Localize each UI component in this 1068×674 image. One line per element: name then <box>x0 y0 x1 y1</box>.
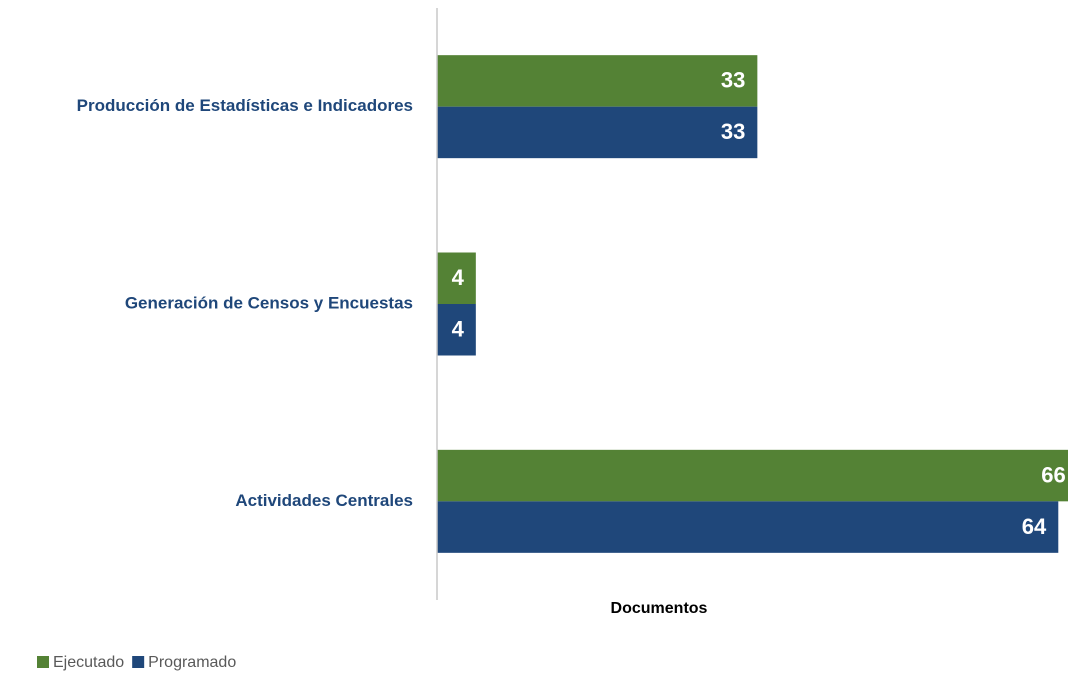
bar <box>437 449 1068 502</box>
bar <box>437 252 476 304</box>
data-label: 4 <box>452 317 465 342</box>
legend-swatch <box>37 656 49 668</box>
bar <box>437 55 758 107</box>
data-label: 4 <box>452 265 465 290</box>
bar <box>437 304 476 356</box>
category-label: Generación de Censos y Encuestas <box>125 293 413 312</box>
category-label: Actividades Centrales <box>235 491 413 510</box>
data-label: 66 <box>1041 462 1065 487</box>
data-label: 33 <box>721 119 745 144</box>
x-axis-label: Documentos <box>611 600 708 617</box>
bar <box>437 106 758 159</box>
category-label: Producción de Estadísticas e Indicadores <box>77 96 413 115</box>
data-label: 33 <box>721 68 745 93</box>
legend-label: Programado <box>148 654 236 671</box>
bar <box>437 501 1059 553</box>
legend-label: Ejecutado <box>53 654 124 671</box>
data-label: 64 <box>1022 514 1047 539</box>
legend-swatch <box>132 656 145 668</box>
